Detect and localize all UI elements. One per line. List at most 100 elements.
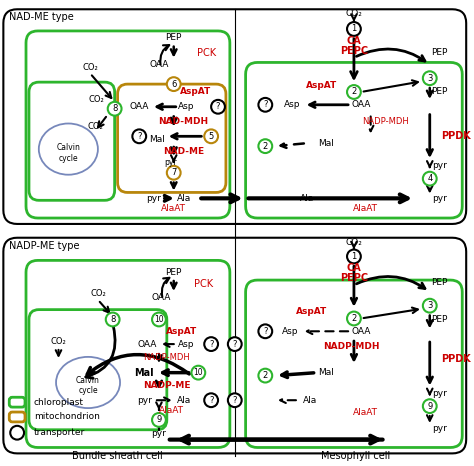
Circle shape (108, 102, 121, 116)
Text: PEPC: PEPC (340, 273, 368, 283)
Circle shape (228, 337, 242, 351)
Text: mitochondrion: mitochondrion (34, 412, 100, 421)
Text: NAD-ME: NAD-ME (163, 147, 204, 156)
Text: 9: 9 (427, 402, 432, 411)
Text: ?: ? (233, 396, 237, 404)
Text: Calvin
cycle: Calvin cycle (76, 376, 100, 395)
Text: pyr: pyr (432, 194, 447, 203)
Text: 2: 2 (351, 88, 356, 96)
Circle shape (204, 337, 218, 351)
Circle shape (211, 100, 225, 114)
Text: ?: ? (263, 100, 267, 110)
Text: NADP-MDH: NADP-MDH (362, 117, 409, 126)
Text: 5: 5 (209, 132, 214, 141)
Text: 2: 2 (263, 142, 268, 151)
Text: OAA: OAA (351, 100, 371, 110)
Text: Ala: Ala (302, 396, 317, 404)
Text: 4: 4 (427, 174, 432, 183)
Text: PCK: PCK (197, 48, 216, 58)
Text: CO₂: CO₂ (90, 289, 106, 298)
Text: 1: 1 (351, 25, 356, 34)
Circle shape (10, 426, 24, 439)
Text: Mal: Mal (149, 135, 165, 144)
Text: ?: ? (216, 102, 220, 111)
Text: ?: ? (209, 396, 213, 404)
Text: CO₂: CO₂ (346, 9, 362, 18)
Text: OAA: OAA (151, 293, 171, 302)
Text: Asp: Asp (283, 100, 300, 110)
Circle shape (258, 98, 272, 112)
Text: 2: 2 (263, 371, 268, 380)
Text: Bundle sheath cell: Bundle sheath cell (72, 452, 163, 461)
Text: Asp: Asp (178, 340, 195, 349)
Text: CO₂: CO₂ (346, 238, 362, 247)
Text: Ala: Ala (300, 194, 314, 203)
Text: CA: CA (346, 36, 361, 46)
Text: 1: 1 (351, 252, 356, 261)
Text: Mal: Mal (319, 139, 334, 148)
Circle shape (258, 139, 272, 153)
Text: 2: 2 (351, 314, 356, 323)
Text: pyr: pyr (164, 158, 177, 167)
Text: Ala: Ala (176, 194, 191, 203)
Text: CO₂: CO₂ (88, 96, 104, 104)
Text: 7: 7 (171, 168, 176, 177)
Text: Mal: Mal (319, 368, 334, 377)
Circle shape (152, 413, 166, 427)
Circle shape (423, 399, 437, 413)
Text: PEP: PEP (431, 278, 448, 287)
Circle shape (228, 393, 242, 407)
Text: PCK: PCK (194, 279, 213, 289)
Text: CA: CA (346, 263, 361, 273)
Text: pyr: pyr (146, 194, 162, 203)
Text: AspAT: AspAT (180, 88, 211, 96)
Text: OAA: OAA (137, 340, 157, 349)
Text: Asp: Asp (282, 327, 298, 336)
Text: PEPC: PEPC (340, 46, 368, 55)
Text: PPDK: PPDK (441, 131, 471, 141)
Text: AlaAT: AlaAT (353, 408, 378, 417)
Circle shape (347, 85, 361, 99)
Text: OAA: OAA (129, 102, 149, 111)
Text: 3: 3 (427, 74, 432, 82)
Text: ?: ? (209, 340, 213, 349)
Text: 3: 3 (427, 301, 432, 310)
Text: PEP: PEP (165, 267, 182, 277)
Circle shape (347, 250, 361, 263)
Text: NADP-MDH: NADP-MDH (144, 353, 190, 363)
Text: CO₂: CO₂ (87, 122, 103, 131)
Text: pyr: pyr (432, 161, 447, 171)
Text: pyr: pyr (432, 424, 447, 433)
Circle shape (132, 130, 146, 143)
Circle shape (167, 77, 181, 91)
Circle shape (423, 172, 437, 185)
Circle shape (191, 366, 205, 379)
Text: ?: ? (263, 327, 267, 336)
Text: Ala: Ala (176, 396, 191, 404)
Circle shape (347, 22, 361, 36)
Circle shape (204, 130, 218, 143)
Text: NADP-ME: NADP-ME (143, 381, 191, 390)
Text: AspAT: AspAT (166, 327, 197, 336)
Text: chloroplast: chloroplast (34, 397, 84, 407)
Circle shape (152, 313, 166, 326)
Text: Mal: Mal (134, 368, 154, 377)
Text: NAD-MDH: NAD-MDH (158, 117, 209, 126)
Text: 9: 9 (156, 415, 162, 425)
Text: 6: 6 (171, 80, 176, 89)
Text: pyr: pyr (432, 389, 447, 398)
Text: ?: ? (233, 340, 237, 349)
Text: pyr: pyr (152, 429, 166, 438)
Circle shape (167, 166, 181, 179)
Text: 8: 8 (110, 315, 115, 324)
Circle shape (204, 393, 218, 407)
Text: Mesophyll cell: Mesophyll cell (321, 452, 391, 461)
Text: PEP: PEP (431, 88, 448, 96)
Text: PEP: PEP (165, 34, 182, 42)
Circle shape (258, 324, 272, 338)
Text: PEP: PEP (431, 48, 448, 57)
Text: Calvin
cycle: Calvin cycle (56, 144, 80, 163)
Text: NADP-MDH: NADP-MDH (323, 342, 379, 350)
Text: OAA: OAA (351, 327, 371, 336)
Text: AspAT: AspAT (306, 81, 337, 89)
